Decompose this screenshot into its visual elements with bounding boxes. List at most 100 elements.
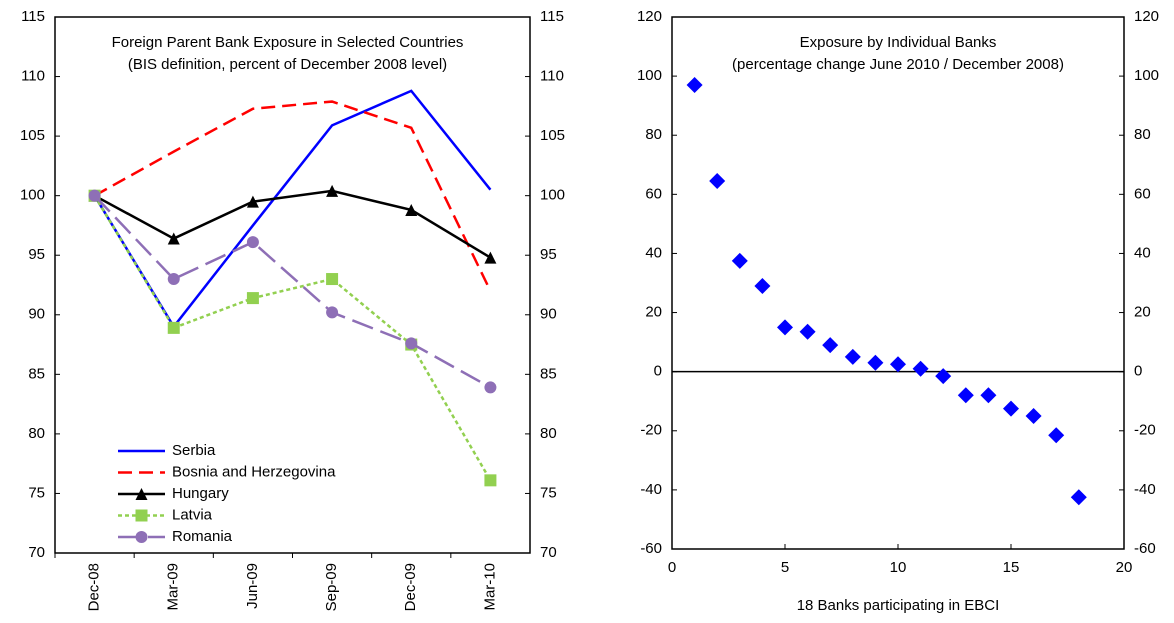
y-tick-label: -40 (640, 481, 662, 498)
marker (246, 292, 259, 305)
y2-tick-label: 95 (540, 246, 557, 263)
x-axis-label: 18 Banks participating in EBCI (797, 597, 1000, 614)
marker (326, 184, 339, 197)
y2-tick-label: 100 (1134, 67, 1159, 84)
marker (957, 387, 974, 404)
y-tick-label: 105 (20, 127, 45, 144)
marker (135, 509, 148, 522)
marker (754, 277, 771, 294)
y2-tick-label: 115 (540, 8, 564, 25)
y-tick-label: 80 (645, 126, 662, 143)
y2-tick-label: -40 (1134, 481, 1156, 498)
x-tick-label: 0 (668, 559, 676, 576)
marker (822, 337, 839, 354)
marker (980, 387, 997, 404)
plot-frame (671, 16, 1125, 550)
y-tick-label: 20 (645, 304, 662, 321)
y2-tick-label: 70 (540, 544, 557, 561)
x-tick-label: Sep-09 (323, 563, 340, 611)
y-tick-label: 110 (21, 68, 45, 85)
marker (799, 323, 816, 340)
x-tick-label: 10 (890, 559, 907, 576)
marker (326, 273, 339, 286)
y2-tick-label: 85 (540, 365, 557, 382)
y2-tick-label: 110 (540, 68, 564, 85)
marker (167, 273, 180, 286)
y-tick-label: 120 (637, 8, 662, 25)
x-tick-label: Dec-08 (86, 563, 103, 611)
x-tick-label: Mar-09 (165, 563, 182, 611)
marker (484, 474, 497, 487)
chart-title: Foreign Parent Bank Exposure in Selected… (112, 34, 464, 51)
y-tick-label: 90 (28, 306, 45, 323)
y2-tick-label: 40 (1134, 244, 1151, 261)
y2-tick-label: -20 (1134, 422, 1156, 439)
marker (326, 306, 339, 319)
marker (405, 203, 418, 216)
series-line (93, 100, 492, 292)
marker (912, 360, 929, 377)
y2-tick-label: 60 (1134, 185, 1151, 202)
y-tick-label: 115 (21, 8, 45, 25)
y2-tick-label: 0 (1134, 363, 1142, 380)
y-tick-label: 100 (637, 67, 662, 84)
y2-tick-label: -60 (1134, 540, 1156, 557)
y2-tick-label: 120 (1134, 8, 1159, 25)
marker (890, 356, 906, 373)
y-tick-label: 100 (20, 187, 45, 204)
y-tick-label: 70 (28, 544, 45, 561)
marker (246, 236, 259, 249)
y-tick-label: 85 (28, 365, 45, 382)
marker (88, 189, 101, 202)
marker (405, 337, 418, 350)
x-tick-label: 20 (1116, 559, 1133, 576)
marker (1048, 427, 1065, 444)
chart-subtitle: (percentage change June 2010 / December … (732, 56, 1064, 73)
y-tick-label: -60 (640, 540, 662, 557)
series-line (93, 189, 492, 259)
marker (1003, 400, 1019, 417)
marker (167, 321, 180, 334)
y-tick-label: 0 (654, 363, 662, 380)
marker (777, 319, 793, 336)
marker (1025, 408, 1042, 424)
y2-tick-label: 105 (540, 127, 565, 144)
x-tick-label: Dec-09 (402, 563, 419, 611)
y2-tick-label: 80 (540, 425, 557, 442)
x-tick-label: Jun-09 (244, 563, 261, 609)
marker (709, 173, 726, 190)
y2-tick-label: 100 (540, 187, 565, 204)
marker (167, 232, 180, 245)
legend-label: Romania (172, 528, 233, 545)
marker (686, 76, 703, 93)
series-line (93, 194, 492, 389)
y2-tick-label: 20 (1134, 304, 1151, 321)
marker (844, 348, 861, 365)
legend-label: Bosnia and Herzegovina (172, 463, 336, 480)
y-tick-label: 95 (28, 246, 45, 263)
marker (731, 252, 748, 269)
legend-label: Serbia (172, 442, 216, 459)
chart-subtitle: (BIS definition, percent of December 200… (128, 56, 447, 73)
y2-tick-label: 80 (1134, 126, 1151, 143)
y2-tick-label: 75 (540, 484, 557, 501)
x-tick-label: 15 (1003, 559, 1020, 576)
marker (1070, 489, 1087, 506)
y2-tick-label: 90 (540, 306, 557, 323)
marker (484, 381, 497, 394)
legend-label: Hungary (172, 485, 229, 502)
legend-label: Latvia (172, 506, 213, 523)
marker (935, 368, 952, 385)
y-tick-label: -20 (640, 422, 662, 439)
marker (484, 251, 497, 264)
y-tick-label: 60 (645, 185, 662, 202)
marker (135, 531, 148, 543)
marker (246, 195, 259, 208)
series-line (93, 195, 492, 481)
x-tick-label: Mar-10 (481, 563, 498, 611)
marker (135, 488, 148, 500)
y-tick-label: 80 (28, 425, 45, 442)
y-tick-label: 40 (645, 244, 662, 261)
marker (867, 354, 884, 371)
